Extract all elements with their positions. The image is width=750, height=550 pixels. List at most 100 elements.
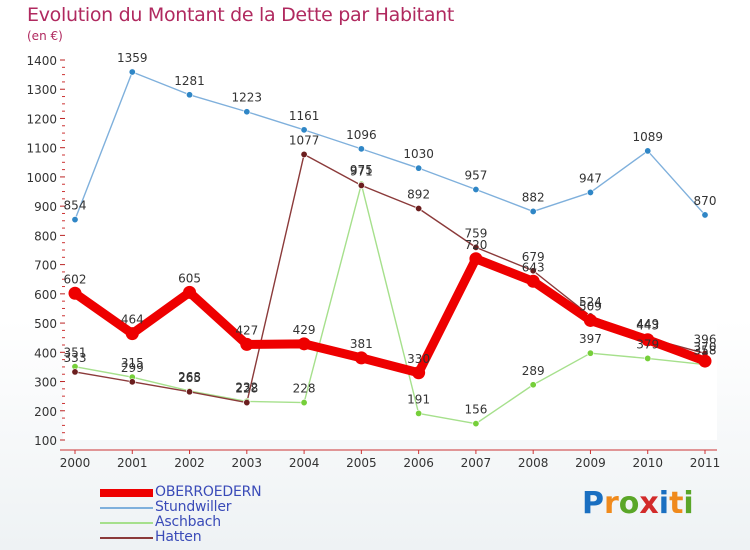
point-OBERROEDERN-2004 xyxy=(297,337,311,351)
data-label-Aschbach-2001: 315 xyxy=(121,356,144,370)
data-label-Stundwiller-2004: 1161 xyxy=(289,109,320,123)
point-OBERROEDERN-2003 xyxy=(240,337,254,351)
x-tick-label-2010: 2010 xyxy=(632,456,663,470)
legend-swatch xyxy=(100,507,153,509)
point-Stundwiller-2009 xyxy=(586,188,594,196)
x-tick-label-2009: 2009 xyxy=(575,456,606,470)
y-tick-label-500: 500 xyxy=(34,317,57,331)
x-tick-label-2002: 2002 xyxy=(174,456,205,470)
y-tick-label-1300: 1300 xyxy=(26,83,57,97)
data-label-Stundwiller-2003: 1223 xyxy=(232,91,263,105)
data-label-OBERROEDERN-2006: 330 xyxy=(407,352,430,366)
series-line-OBERROEDERN xyxy=(72,254,707,378)
data-label-Stundwiller-2005: 1096 xyxy=(346,128,377,142)
data-label-Hatten-2000: 333 xyxy=(64,351,87,365)
data-label-Hatten-2003: 228 xyxy=(235,382,258,396)
chart-title: Evolution du Montant de la Dette par Hab… xyxy=(27,4,455,26)
y-tick-label-400: 400 xyxy=(34,346,57,360)
x-tick-label-2000: 2000 xyxy=(60,456,91,470)
point-Hatten-2008 xyxy=(529,267,537,275)
x-tick-label-2004: 2004 xyxy=(289,456,320,470)
series-line-Stundwiller xyxy=(74,71,706,220)
y-tick-label-1100: 1100 xyxy=(26,142,57,156)
x-tick-label-2008: 2008 xyxy=(518,456,549,470)
data-label-Stundwiller-2000: 854 xyxy=(64,199,87,213)
data-label-Aschbach-2009: 397 xyxy=(579,332,602,346)
data-label-OBERROEDERN-2001: 464 xyxy=(121,313,144,327)
point-OBERROEDERN-2006 xyxy=(412,366,426,380)
point-Stundwiller-2008 xyxy=(529,207,537,215)
series-line-Aschbach xyxy=(74,183,706,425)
data-label-Hatten-2004: 1077 xyxy=(289,133,320,147)
data-label-OBERROEDERN-2002: 605 xyxy=(178,271,201,285)
data-label-Aschbach-2010: 379 xyxy=(636,337,659,351)
logo-letter: i xyxy=(683,486,694,521)
data-label-Hatten-2010: 449 xyxy=(636,317,659,331)
logo-letter: o xyxy=(618,486,640,521)
data-label-Stundwiller-2006: 1030 xyxy=(403,147,434,161)
point-OBERROEDERN-2008 xyxy=(526,274,540,288)
point-Hatten-2003 xyxy=(243,399,251,407)
data-label-OBERROEDERN-2011: 370 xyxy=(694,340,717,354)
legend-label: Aschbach xyxy=(155,514,221,530)
data-label-Aschbach-2003: 232 xyxy=(235,380,258,394)
y-tick-label-900: 900 xyxy=(34,200,57,214)
point-Aschbach-2008 xyxy=(529,381,537,389)
logo-letter: P xyxy=(582,486,604,521)
data-label-Aschbach-2006: 191 xyxy=(407,392,430,406)
point-Stundwiller-2003 xyxy=(243,108,251,116)
data-label-OBERROEDERN-2004: 429 xyxy=(293,323,316,337)
point-Stundwiller-2001 xyxy=(128,68,136,76)
logo-letter: t xyxy=(669,486,684,521)
y-tick-label-300: 300 xyxy=(34,376,57,390)
data-label-Stundwiller-2009: 947 xyxy=(579,171,602,185)
point-Hatten-2000 xyxy=(71,368,79,376)
point-Aschbach-2010 xyxy=(644,354,652,362)
data-label-Stundwiller-2001: 1359 xyxy=(117,51,148,65)
point-Aschbach-2007 xyxy=(472,420,480,428)
point-OBERROEDERN-2005 xyxy=(354,351,368,365)
data-label-Hatten-2002: 265 xyxy=(178,371,201,385)
legend-label: Hatten xyxy=(155,529,202,545)
y-tick-label-700: 700 xyxy=(34,259,57,273)
data-label-OBERROEDERN-2003: 427 xyxy=(235,323,258,337)
legend-swatch xyxy=(100,537,153,539)
plot-area xyxy=(63,52,717,440)
data-label-OBERROEDERN-2009: 509 xyxy=(579,299,602,313)
data-label-Stundwiller-2002: 1281 xyxy=(174,74,205,88)
data-label-OBERROEDERN-2008: 643 xyxy=(522,260,545,274)
data-label-Hatten-2011: 396 xyxy=(694,332,717,346)
y-tick-label-800: 800 xyxy=(34,229,57,243)
data-label-Stundwiller-2007: 957 xyxy=(464,168,487,182)
x-tick-label-2001: 2001 xyxy=(117,456,148,470)
unit-label: (en €) xyxy=(27,29,63,43)
data-label-Stundwiller-2010: 1089 xyxy=(632,130,663,144)
y-tick-label-100: 100 xyxy=(34,434,57,448)
point-OBERROEDERN-2007 xyxy=(469,252,483,266)
point-Stundwiller-2007 xyxy=(472,185,480,193)
data-label-Hatten-2006: 892 xyxy=(407,187,430,201)
data-label-Stundwiller-2011: 870 xyxy=(694,194,717,208)
y-tick-label-600: 600 xyxy=(34,288,57,302)
point-Aschbach-2004 xyxy=(300,399,308,407)
data-label-Aschbach-2002: 268 xyxy=(178,370,201,384)
point-Aschbach-2006 xyxy=(415,409,423,417)
point-Stundwiller-2005 xyxy=(357,145,365,153)
point-OBERROEDERN-2011 xyxy=(698,354,712,368)
point-OBERROEDERN-2002 xyxy=(183,285,197,299)
x-tick-label-2006: 2006 xyxy=(403,456,434,470)
legend-swatch xyxy=(100,489,153,497)
data-label-Aschbach-2011: 358 xyxy=(694,344,717,358)
x-tick-label-2005: 2005 xyxy=(346,456,377,470)
legend-label: OBERROEDERN xyxy=(155,484,262,500)
data-label-OBERROEDERN-2010: 443 xyxy=(636,319,659,333)
x-tick-label-2003: 2003 xyxy=(232,456,263,470)
y-tick-label-1200: 1200 xyxy=(26,112,57,126)
proxiti-logo: Proxiti xyxy=(582,486,694,521)
data-label-Aschbach-2004: 228 xyxy=(293,382,316,396)
point-OBERROEDERN-2009 xyxy=(583,313,597,327)
point-Hatten-2005 xyxy=(357,181,365,189)
y-tick-label-1000: 1000 xyxy=(26,171,57,185)
